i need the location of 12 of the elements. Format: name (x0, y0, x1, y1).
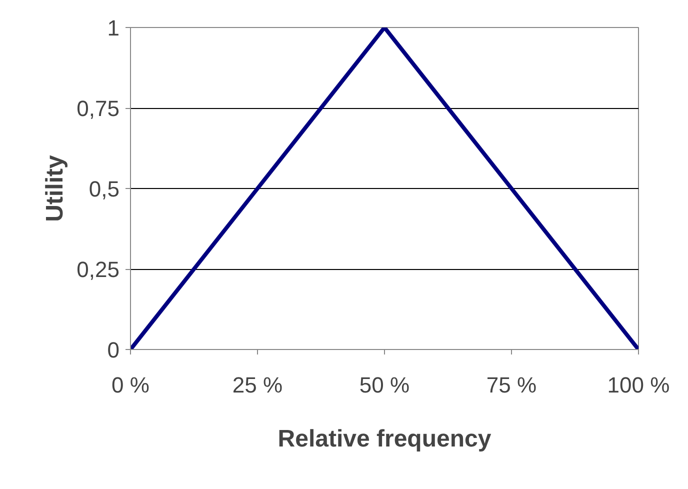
y-tick-label: 0 (107, 338, 120, 362)
x-axis-title: Relative frequency (278, 426, 492, 452)
y-tick-label: 0,5 (88, 176, 120, 202)
x-tick-label: 75 % (486, 372, 537, 398)
y-axis-title: Utility (42, 154, 69, 222)
y-tick-label: 0,25 (76, 257, 120, 282)
x-tick-label: 0 % (112, 372, 150, 398)
x-tick-label: 100 % (607, 372, 670, 398)
x-tick-label: 25 % (232, 372, 283, 398)
x-tick-label: 50 % (359, 372, 410, 398)
y-tick-label: 0,75 (76, 96, 120, 121)
y-tick-label: 1 (107, 16, 120, 40)
